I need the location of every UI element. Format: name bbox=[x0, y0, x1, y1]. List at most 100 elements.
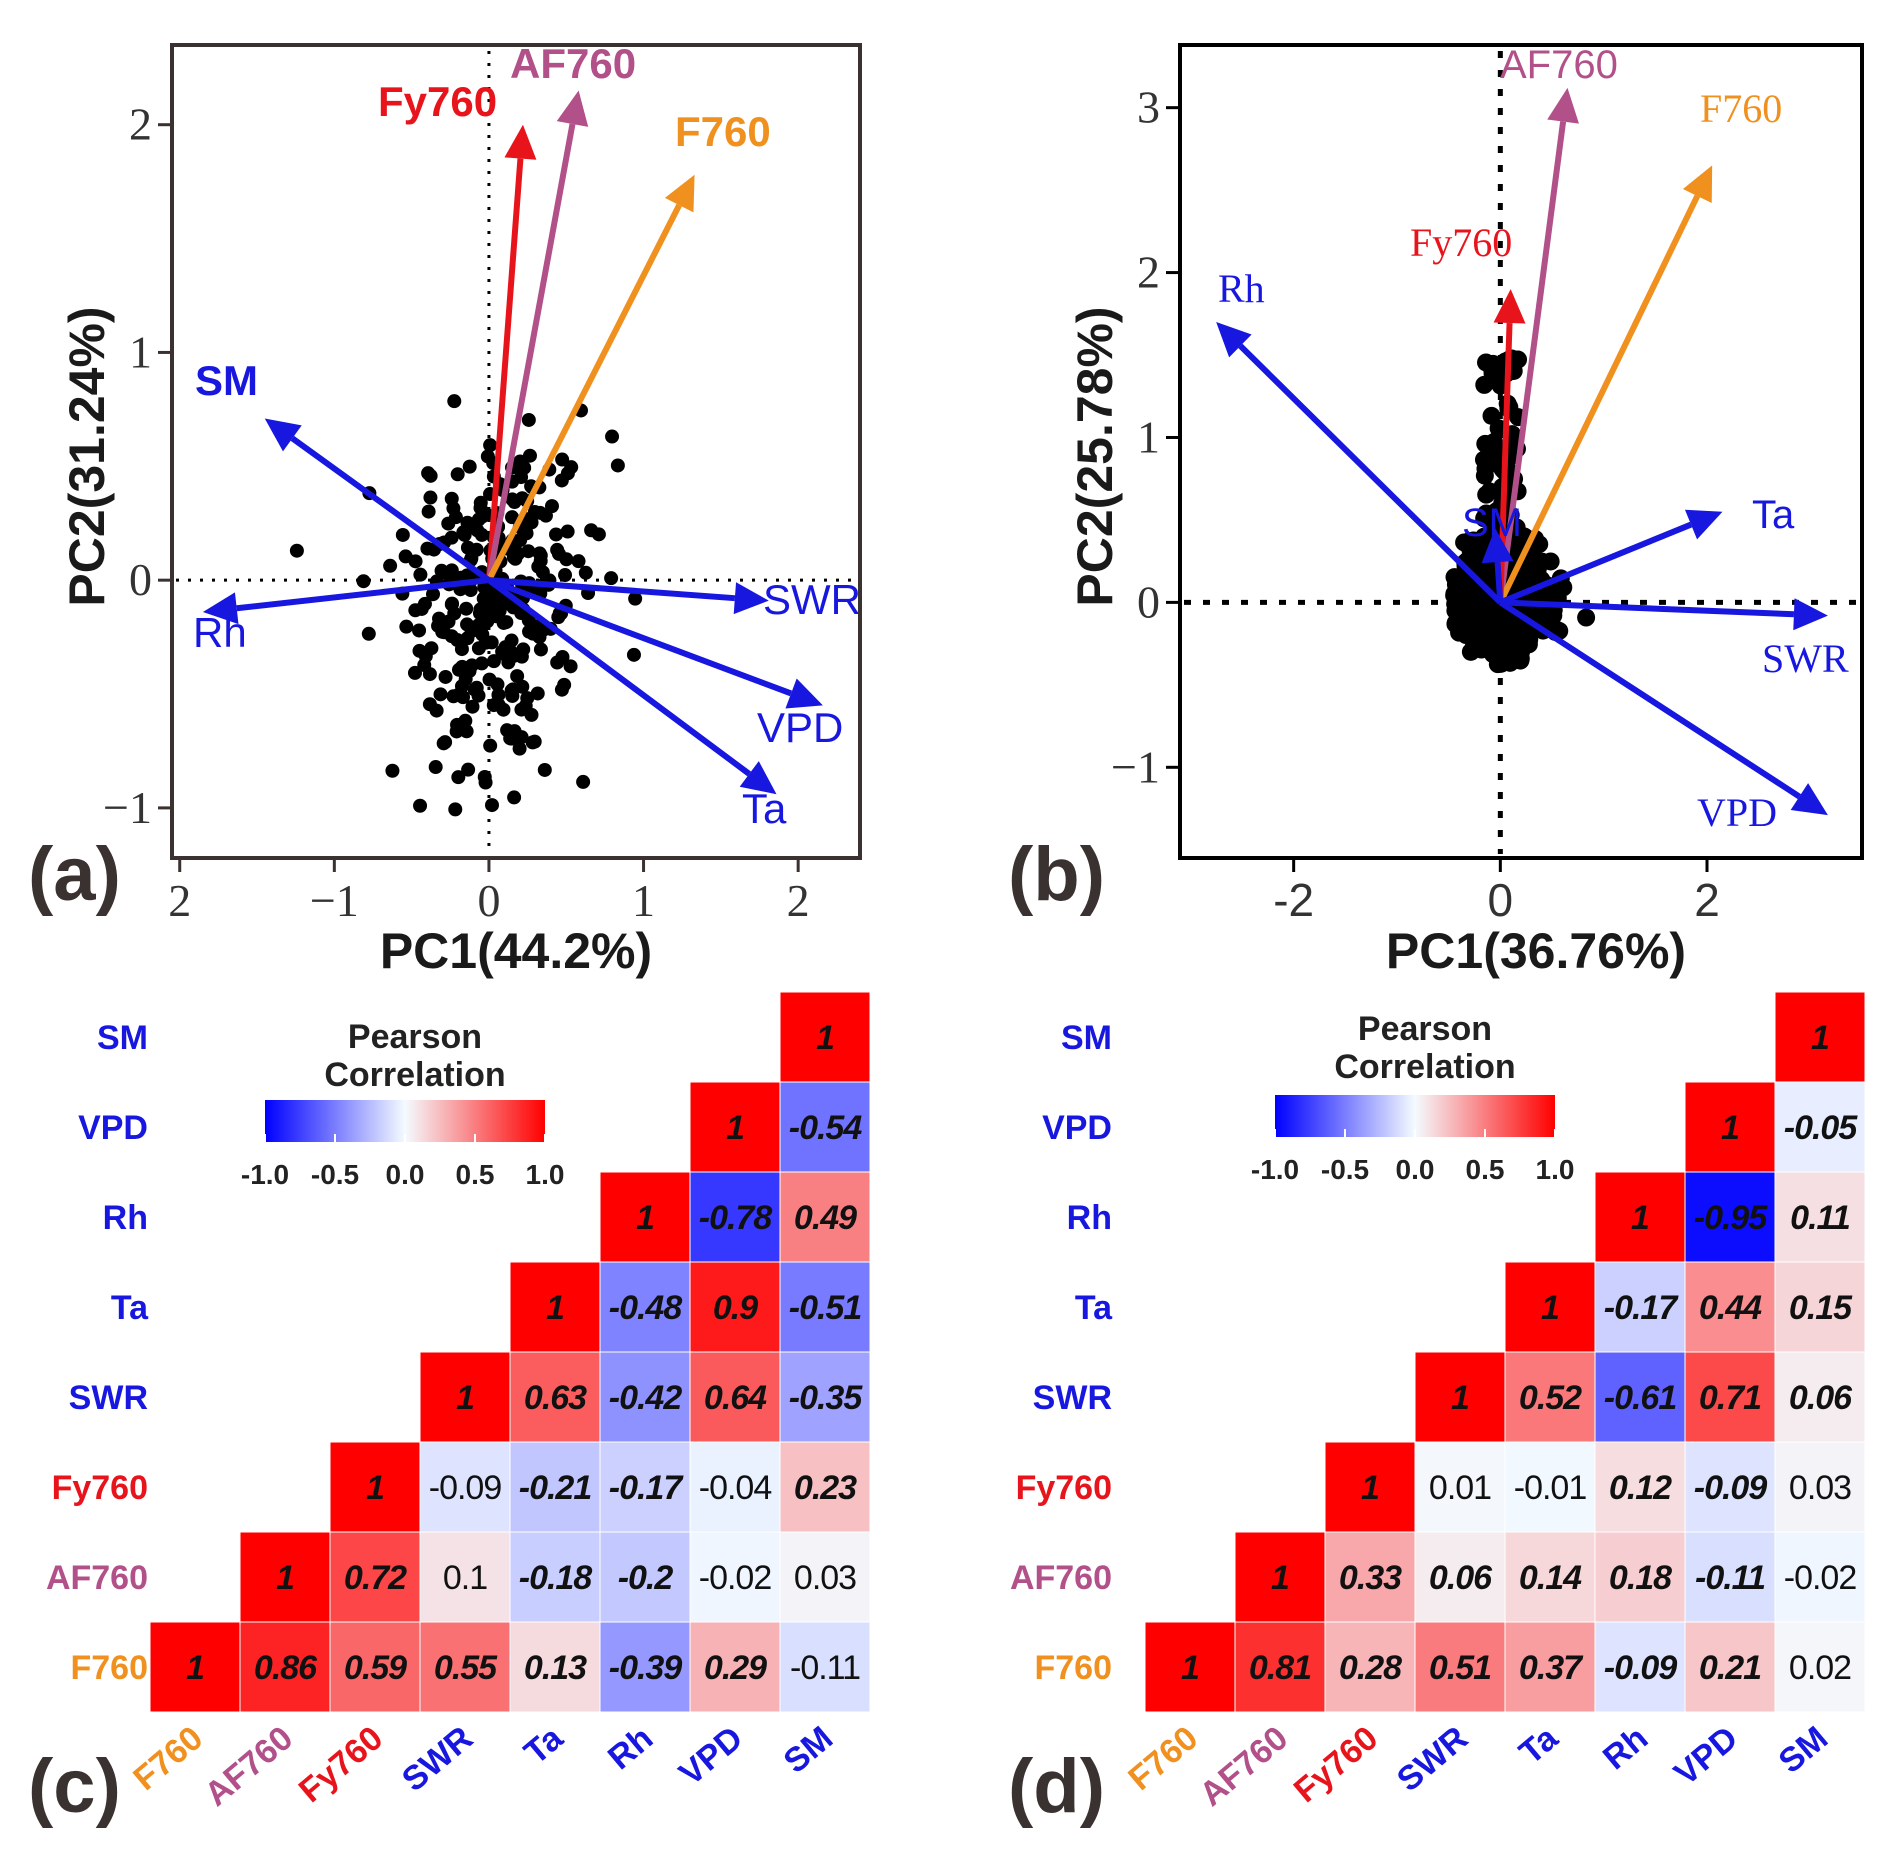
heatmap-cell-value: 0.28 bbox=[1339, 1649, 1402, 1687]
score-point bbox=[471, 641, 486, 656]
score-point bbox=[1474, 450, 1493, 469]
vector-swr bbox=[1500, 599, 1795, 618]
y-tick-label: 1 bbox=[129, 326, 152, 377]
heatmap-cell-value: 0.86 bbox=[254, 1649, 318, 1687]
heatmap-cell bbox=[1684, 1261, 1776, 1353]
score-point bbox=[451, 687, 466, 702]
heatmap-cell bbox=[1504, 1261, 1596, 1353]
row-label-af760: AF760 bbox=[1010, 1559, 1112, 1597]
score-point bbox=[484, 635, 499, 650]
heatmap-cell bbox=[1324, 1531, 1416, 1623]
heatmap-cell bbox=[509, 1621, 601, 1713]
arrowhead-swr bbox=[1793, 598, 1828, 631]
heatmap-cell-value: 1 bbox=[1271, 1559, 1289, 1597]
heatmap-cell-value: -0.95 bbox=[1694, 1199, 1769, 1237]
score-point bbox=[533, 642, 548, 657]
x-tick-label: -2 bbox=[1273, 874, 1314, 926]
arrowhead-sm bbox=[264, 418, 302, 452]
score-point bbox=[558, 568, 573, 583]
heatmap-cell bbox=[779, 1441, 871, 1533]
score-point bbox=[578, 565, 593, 580]
colorbar-tick-label: -1.0 bbox=[241, 1159, 289, 1190]
vector-ta bbox=[1499, 521, 1693, 606]
score-point bbox=[476, 591, 491, 606]
score-point bbox=[628, 591, 643, 606]
heatmap-cell-value: 0.55 bbox=[434, 1649, 498, 1687]
heatmap-cell-value: 1 bbox=[1451, 1379, 1469, 1417]
col-label-vpd: VPD bbox=[672, 1719, 750, 1793]
score-point bbox=[1511, 651, 1530, 670]
score-point bbox=[395, 527, 410, 542]
vector-af760 bbox=[1497, 121, 1567, 603]
score-point bbox=[407, 665, 422, 680]
colorbar-tick-label: 0.5 bbox=[456, 1159, 495, 1190]
heatmap-cell bbox=[1504, 1621, 1596, 1713]
heatmap-cell bbox=[1594, 1621, 1686, 1713]
heatmap-cell bbox=[239, 1531, 331, 1623]
colorbar-tick-label: 0.0 bbox=[1396, 1154, 1435, 1185]
score-point bbox=[515, 679, 530, 694]
score-point bbox=[444, 491, 459, 506]
score-point bbox=[560, 524, 575, 539]
score-point bbox=[507, 790, 522, 805]
vector-label-fy760: Fy760 bbox=[1410, 220, 1512, 265]
score-point bbox=[507, 495, 522, 510]
score-point bbox=[530, 686, 545, 701]
heatmap-cell-value: -0.02 bbox=[699, 1559, 772, 1597]
score-point bbox=[483, 438, 498, 453]
heatmap-cell-value: -0.42 bbox=[609, 1379, 683, 1417]
vector-ta bbox=[487, 577, 752, 777]
heatmap-cell-value: 1 bbox=[546, 1289, 564, 1327]
score-point bbox=[1449, 600, 1468, 619]
x-tick-label: −1 bbox=[310, 875, 359, 926]
heatmap-cell-value: 0.29 bbox=[704, 1649, 767, 1687]
heatmap-cell-value: 0.33 bbox=[1339, 1559, 1402, 1597]
heatmap-cell bbox=[599, 1441, 691, 1533]
heatmap-cell bbox=[509, 1441, 601, 1533]
score-point bbox=[433, 687, 448, 702]
score-point bbox=[1488, 655, 1507, 674]
score-point bbox=[441, 516, 456, 531]
heatmap-cell-value: 0.12 bbox=[1609, 1469, 1672, 1507]
heatmap-cell bbox=[1594, 1351, 1686, 1443]
score-point bbox=[444, 530, 459, 545]
heatmap-cell bbox=[1684, 1531, 1776, 1623]
vector-sm bbox=[290, 435, 491, 583]
arrowhead-vpd bbox=[1790, 783, 1828, 816]
y-tick-label: −1 bbox=[1111, 741, 1160, 792]
panel-b-biplot: AF760 F760 Fy760 Rh SM Ta SWR VPD -2 0 2 −1 0 1 2 3 PC1(… bbox=[1008, 43, 1864, 979]
heatmap-cell bbox=[509, 1531, 601, 1623]
arrowhead-f760 bbox=[1682, 165, 1713, 203]
colorbar-title-line2: Correlation bbox=[1334, 1048, 1515, 1086]
heatmap-cell bbox=[1504, 1531, 1596, 1623]
score-point bbox=[513, 454, 528, 469]
score-points bbox=[289, 394, 643, 817]
heatmap-cell bbox=[509, 1351, 601, 1443]
heatmap-cell bbox=[1774, 1081, 1866, 1173]
heatmap-cell-value: -0.2 bbox=[618, 1559, 674, 1597]
score-point bbox=[413, 798, 428, 813]
score-point bbox=[524, 515, 539, 530]
heatmap-cell bbox=[689, 1261, 781, 1353]
arrowhead-ta bbox=[1684, 509, 1723, 540]
score-point bbox=[461, 762, 476, 777]
heatmap-cell bbox=[1324, 1441, 1416, 1533]
score-point bbox=[626, 647, 641, 662]
heatmap-cell bbox=[599, 1171, 691, 1263]
score-point bbox=[444, 597, 459, 612]
score-point bbox=[457, 527, 472, 542]
score-point bbox=[571, 554, 586, 569]
score-point bbox=[1482, 406, 1501, 425]
heatmap-cell-value: -0.05 bbox=[1784, 1109, 1859, 1147]
vector-f760 bbox=[1497, 194, 1701, 604]
heatmap-cell bbox=[1594, 1171, 1686, 1263]
panel-letter: (c) bbox=[28, 1744, 121, 1829]
score-point bbox=[477, 769, 492, 784]
score-point bbox=[444, 629, 459, 644]
heatmap-cell-value: 0.21 bbox=[1699, 1649, 1761, 1687]
score-point bbox=[507, 539, 522, 554]
heatmap-cell bbox=[779, 1261, 871, 1353]
score-point bbox=[383, 558, 398, 573]
heatmap-cell bbox=[599, 1621, 691, 1713]
row-label-f760: F760 bbox=[1035, 1649, 1113, 1687]
